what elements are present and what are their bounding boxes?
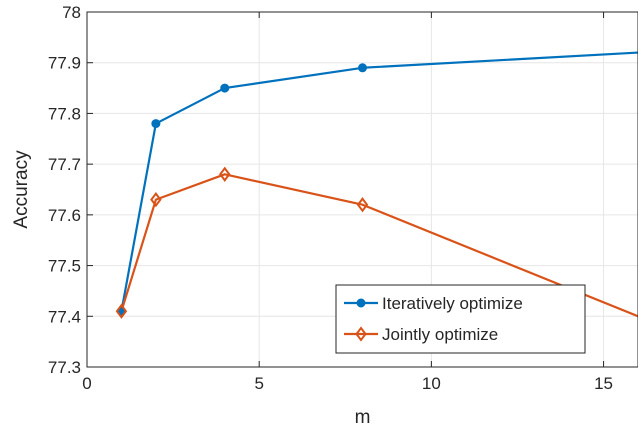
x-tick-label: 0 [82, 374, 91, 393]
legend-label-1: Iteratively optimize [382, 294, 523, 313]
series-1-point [152, 120, 160, 128]
series-lines [121, 53, 638, 317]
series-line-1 [121, 53, 638, 312]
legend-marker-1 [357, 299, 365, 307]
x-tick-label: 15 [594, 374, 613, 393]
y-tick-label: 77.4 [48, 307, 81, 326]
y-tick-label: 77.3 [48, 358, 81, 377]
series-1-point [221, 84, 229, 92]
x-axis-label: m [355, 407, 371, 428]
y-axis-label: Accuracy [11, 150, 32, 229]
y-tick-label: 77.5 [48, 257, 81, 276]
y-tick-label: 77.9 [48, 54, 81, 73]
x-tick-label: 5 [254, 374, 263, 393]
y-tick-label: 78 [62, 3, 81, 22]
series-1-point [359, 64, 367, 72]
y-tick-label: 77.8 [48, 104, 81, 123]
y-tick-label: 77.7 [48, 155, 81, 174]
legend-label-2: Jointly optimize [382, 325, 498, 344]
series-markers [117, 64, 367, 317]
legend: Iteratively optimize Jointly optimize [336, 285, 585, 353]
y-tick-label: 77.6 [48, 206, 81, 225]
x-tick-label: 10 [422, 374, 441, 393]
